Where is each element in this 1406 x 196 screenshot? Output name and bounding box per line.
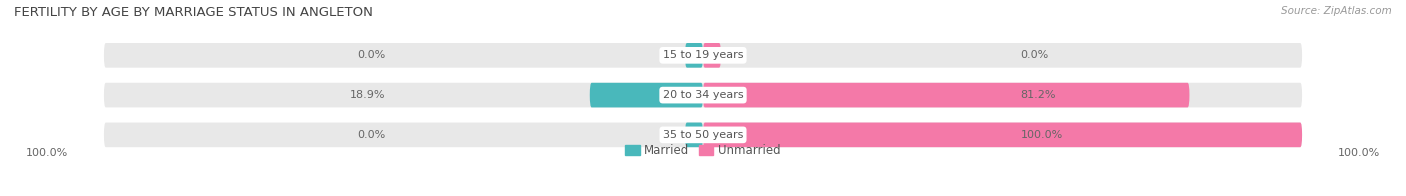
FancyBboxPatch shape	[104, 83, 1302, 107]
FancyBboxPatch shape	[104, 122, 1302, 147]
Text: 100.0%: 100.0%	[1021, 130, 1063, 140]
Text: 100.0%: 100.0%	[1337, 148, 1379, 158]
FancyBboxPatch shape	[589, 83, 703, 107]
Text: 0.0%: 0.0%	[1021, 50, 1049, 60]
Text: 0.0%: 0.0%	[357, 130, 385, 140]
FancyBboxPatch shape	[685, 122, 703, 147]
Text: 18.9%: 18.9%	[350, 90, 385, 100]
Text: 81.2%: 81.2%	[1021, 90, 1056, 100]
FancyBboxPatch shape	[703, 43, 721, 68]
FancyBboxPatch shape	[104, 43, 1302, 68]
Text: 15 to 19 years: 15 to 19 years	[662, 50, 744, 60]
Text: 35 to 50 years: 35 to 50 years	[662, 130, 744, 140]
Text: 0.0%: 0.0%	[357, 50, 385, 60]
Text: 100.0%: 100.0%	[27, 148, 69, 158]
FancyBboxPatch shape	[703, 122, 1302, 147]
Legend: Married, Unmarried: Married, Unmarried	[620, 139, 786, 162]
FancyBboxPatch shape	[703, 83, 1189, 107]
FancyBboxPatch shape	[685, 43, 703, 68]
Text: FERTILITY BY AGE BY MARRIAGE STATUS IN ANGLETON: FERTILITY BY AGE BY MARRIAGE STATUS IN A…	[14, 6, 373, 19]
Text: Source: ZipAtlas.com: Source: ZipAtlas.com	[1281, 6, 1392, 16]
Text: 20 to 34 years: 20 to 34 years	[662, 90, 744, 100]
